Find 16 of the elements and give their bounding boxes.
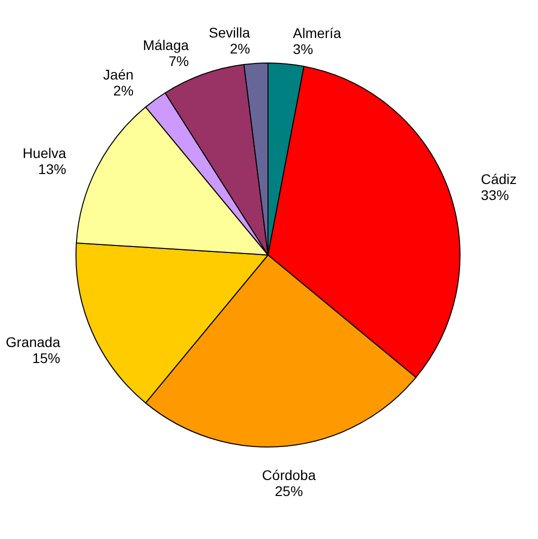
- slice-label: Huelva: [22, 145, 66, 162]
- data-label: 33%: [480, 186, 509, 203]
- slice-label: Sevilla: [208, 24, 250, 40]
- data-label: 13%: [38, 161, 66, 178]
- data-label: 15%: [32, 350, 60, 366]
- data-label: 3%: [292, 40, 314, 57]
- slice-label: Córdoba: [262, 467, 316, 484]
- slice-label: Granada: [6, 334, 60, 350]
- slice-label: Jaén: [103, 66, 134, 82]
- data-label: 2%: [113, 82, 134, 98]
- slice-label: Almería: [292, 24, 342, 41]
- data-label: 7%: [168, 53, 189, 70]
- data-label: 2%: [230, 40, 250, 56]
- slice-label: Málaga: [142, 37, 190, 54]
- data-label: 25%: [274, 483, 303, 500]
- slice-label: Cádiz: [480, 170, 517, 187]
